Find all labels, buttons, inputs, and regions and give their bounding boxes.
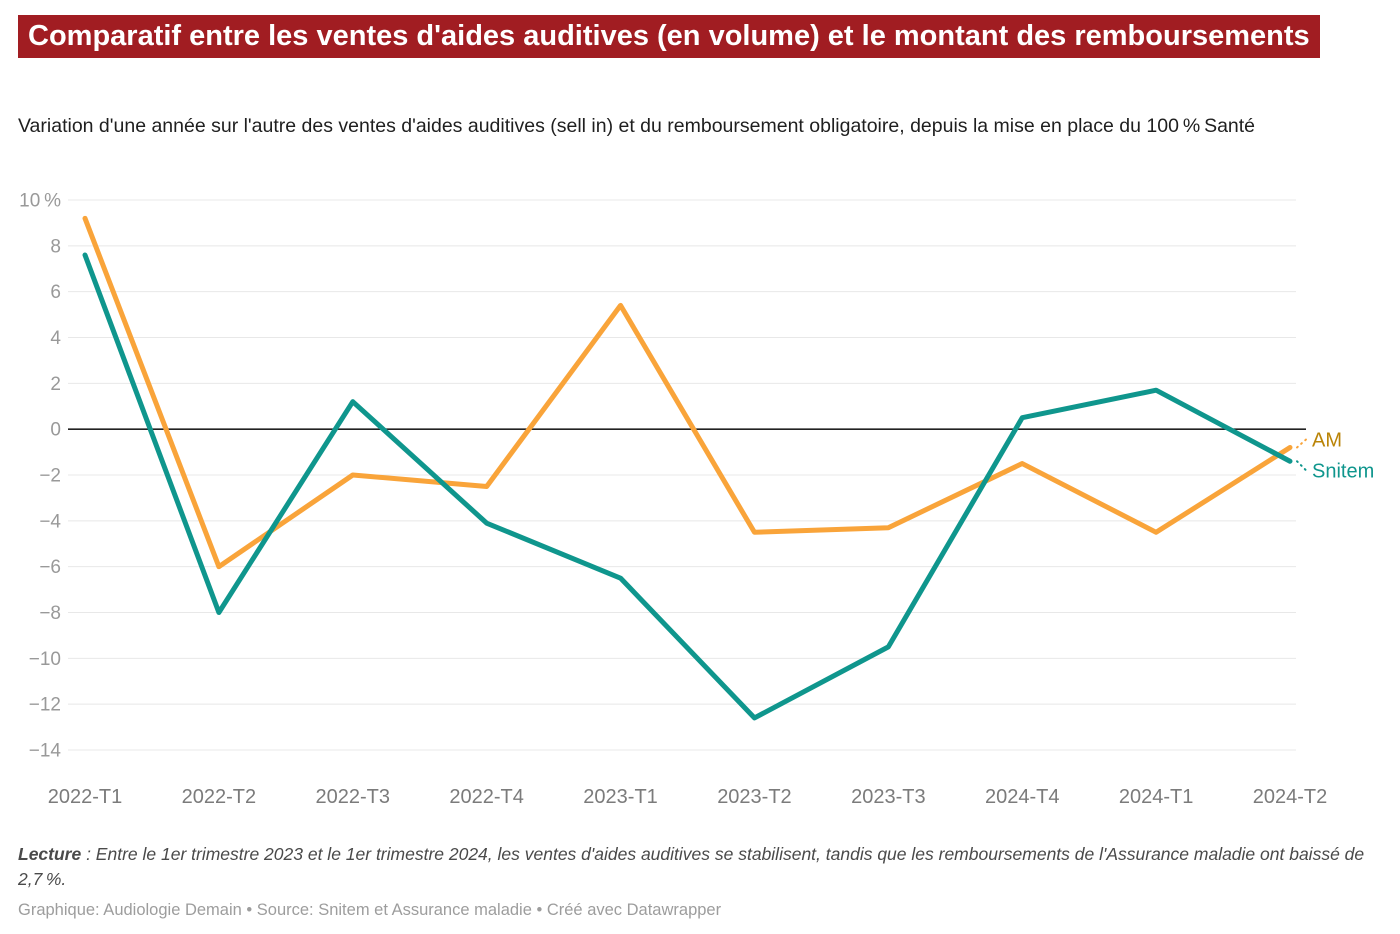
x-tick-label: 2023-T2 [717, 786, 792, 808]
x-tick-label: 2023-T3 [851, 786, 926, 808]
y-tick-label: −12 [29, 695, 61, 716]
x-tick-label: 2023-T1 [583, 786, 658, 808]
page-title-highlight: Comparatif entre les ventes d'aides audi… [18, 15, 1320, 58]
line-chart-svg: 10 % 8 6 4 2 0 −2 −4 −6 −8 −10 −12 −14 2022-T1 2022-T2… [19, 191, 1374, 809]
lecture-note: Lecture : Entre le 1er trimestre 2023 et… [18, 842, 1390, 892]
y-tick-label: −4 [39, 511, 61, 532]
x-tick-label: 2022-T4 [449, 786, 524, 808]
lecture-note-label: Lecture [18, 844, 82, 864]
y-tick-label: −14 [29, 741, 62, 762]
series-label-connector-am [1296, 438, 1307, 449]
lecture-note-text: : Entre le 1er trimestre 2023 et le 1er … [18, 844, 1365, 889]
y-tick-label: 8 [50, 236, 61, 257]
series-end-label-snitem: Snitem [1312, 460, 1374, 482]
y-tick-label: −8 [39, 603, 61, 624]
x-tick-label: 2022-T1 [48, 786, 123, 808]
x-tick-label: 2024-T1 [1119, 786, 1194, 808]
y-tick-label: 4 [50, 328, 61, 349]
x-tick-label: 2024-T2 [1253, 786, 1328, 808]
credits-line: Graphique: Audiologie Demain • Source: S… [18, 901, 722, 919]
series-end-label-am: AM [1312, 430, 1342, 452]
series-line-am [82, 215, 1293, 570]
y-tick-label: −2 [39, 466, 61, 487]
x-tick-label: 2022-T2 [182, 786, 257, 808]
series-line-snitem [82, 252, 1293, 721]
y-tick-label: −10 [29, 649, 61, 670]
y-tick-label: 6 [50, 282, 61, 303]
y-tick-label: 0 [50, 420, 61, 441]
y-tick-label: 10 % [19, 191, 61, 212]
chart-subtitle: Variation d'une année sur l'autre des ve… [18, 115, 1256, 137]
chart-header: Comparatif entre les ventes d'aides audi… [18, 14, 1328, 58]
series-label-connector-snitem [1296, 460, 1307, 472]
y-tick-label: 2 [50, 374, 61, 395]
x-tick-label: 2024-T4 [985, 786, 1060, 808]
y-tick-label: −6 [39, 557, 61, 578]
page-title: Comparatif entre les ventes d'aides audi… [18, 15, 1320, 58]
x-tick-label: 2022-T3 [316, 786, 391, 808]
